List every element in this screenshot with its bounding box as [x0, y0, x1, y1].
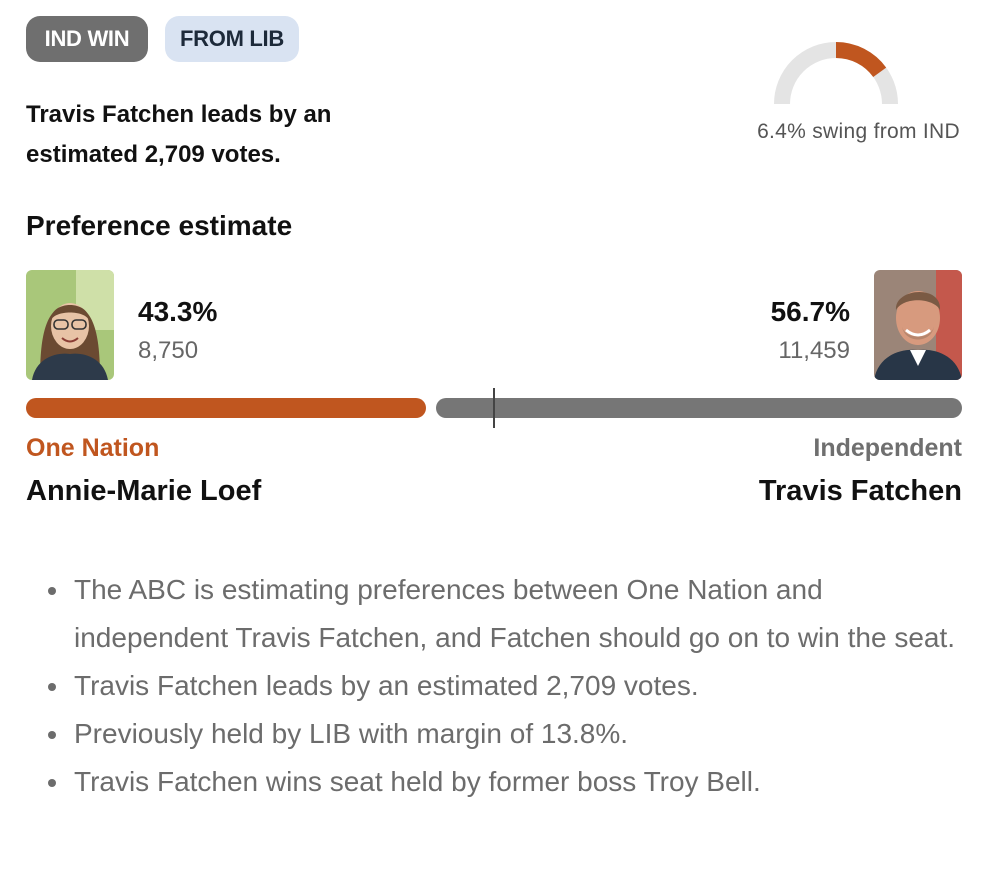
- left-candidate-votes: 8,750: [138, 337, 199, 364]
- candidate-photo-left: [26, 270, 114, 380]
- result-notes-list: The ABC is estimating preferences betwee…: [26, 566, 956, 806]
- list-item: Previously held by LIB with margin of 13…: [26, 710, 956, 758]
- list-item: The ABC is estimating preferences betwee…: [26, 566, 956, 662]
- left-candidate-percent: 43.3%: [138, 296, 218, 327]
- from-party-badge: FROM LIB: [165, 16, 299, 62]
- right-candidate-party: Independent: [813, 434, 962, 462]
- left-candidate-party: One Nation: [26, 434, 160, 462]
- candidate-photo-right: [874, 270, 962, 380]
- right-candidate-share-bar: [436, 398, 962, 418]
- swing-gauge: [774, 42, 898, 105]
- left-candidate-name: Annie-Marie Loef: [26, 475, 262, 507]
- majority-marker: [493, 388, 495, 428]
- lead-summary: Travis Fatchen leads by an estimated 2,7…: [26, 101, 332, 168]
- right-candidate-votes: 11,459: [778, 337, 850, 364]
- right-candidate-percent: 56.7%: [770, 296, 850, 327]
- list-item: Travis Fatchen wins seat held by former …: [26, 758, 956, 806]
- right-candidate-name: Travis Fatchen: [758, 475, 962, 507]
- swing-label: 6.4% swing from IND: [757, 120, 960, 143]
- section-title: Preference estimate: [26, 210, 293, 241]
- list-item: Travis Fatchen leads by an estimated 2,7…: [26, 662, 956, 710]
- left-candidate-share-bar: [26, 398, 426, 418]
- swing-gauge-fill: [835, 42, 887, 78]
- result-badge: IND WIN: [26, 16, 148, 62]
